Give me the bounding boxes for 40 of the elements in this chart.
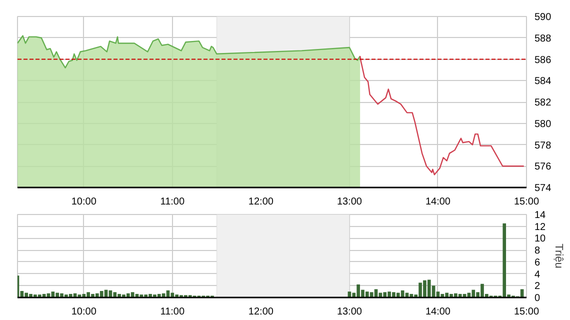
x-tick-label: 15:00 <box>514 196 540 208</box>
bar <box>100 290 104 298</box>
x-tick-label: 14:00 <box>425 196 451 208</box>
bar <box>113 292 117 298</box>
x-tick-label: 10:00 <box>71 196 97 208</box>
bar <box>427 280 431 298</box>
y-tick-label: 584 <box>534 76 552 88</box>
x-tick-label: 12:00 <box>248 196 274 208</box>
x-tick-label: 15:00 <box>514 306 540 318</box>
y-tick-label: 8 <box>534 246 540 257</box>
y-tick-label: 578 <box>534 140 552 152</box>
y-tick-label: 10 <box>534 234 546 245</box>
x-tick-label: 13:00 <box>336 196 362 208</box>
x-tick-label: 11:00 <box>160 196 185 208</box>
bar <box>144 294 148 298</box>
y-tick-label: 574 <box>534 183 552 194</box>
y-tick-label: 588 <box>534 33 552 44</box>
y-tick-label: 590 <box>534 12 552 23</box>
y-tick-label: 14 <box>534 210 546 221</box>
y-tick-label: 12 <box>534 222 546 233</box>
bar <box>472 290 476 298</box>
x-tick-label: 14:00 <box>425 306 451 318</box>
y-tick-label: 580 <box>534 118 552 130</box>
x-tick-label: 13:00 <box>336 306 362 318</box>
y-tick-label: 4 <box>534 269 540 280</box>
bar <box>502 223 506 298</box>
bar <box>51 292 55 298</box>
y-axis-title: Triệu <box>552 244 565 268</box>
line-series <box>359 55 524 176</box>
y-tick-label: 6 <box>534 257 540 268</box>
y-tick-label: 586 <box>534 54 552 66</box>
y-tick-label: 2 <box>534 281 540 292</box>
bar <box>383 292 387 298</box>
y-tick-label: 576 <box>534 162 552 173</box>
x-tick-label: 10:00 <box>71 306 97 318</box>
x-tick-label: 11:00 <box>160 306 185 318</box>
y-tick-label: 582 <box>534 98 552 108</box>
bar <box>38 294 42 298</box>
y-tick-label: 0 <box>534 293 540 304</box>
x-tick-label: 12:00 <box>248 306 274 318</box>
